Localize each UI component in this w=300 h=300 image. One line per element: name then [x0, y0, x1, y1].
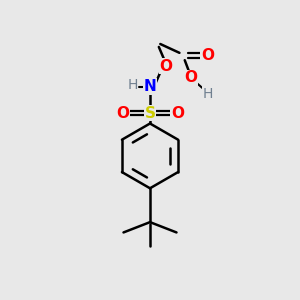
Text: O: O [116, 106, 129, 121]
Text: H: H [127, 78, 137, 92]
Text: O: O [171, 106, 184, 121]
Text: N: N [144, 79, 156, 94]
Text: O: O [201, 48, 214, 63]
Text: S: S [145, 106, 155, 121]
Text: H: H [202, 87, 213, 101]
Text: O: O [185, 70, 198, 86]
Text: O: O [160, 58, 173, 74]
